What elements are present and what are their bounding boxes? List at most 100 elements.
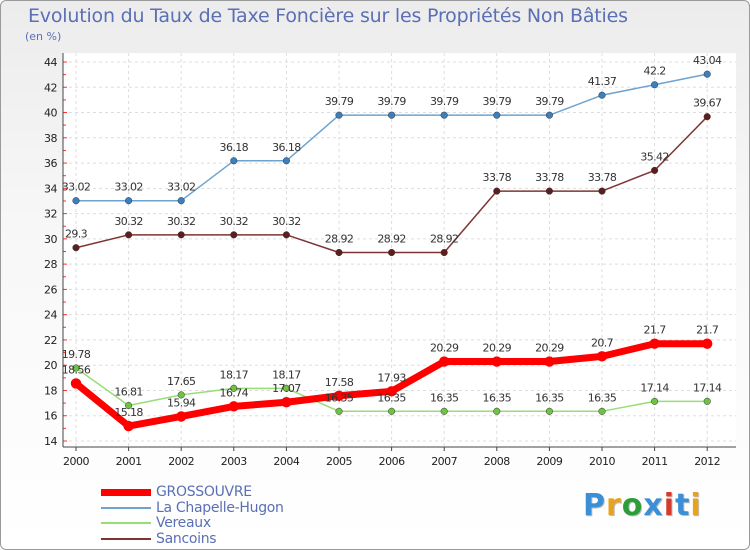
logo-letter: i [690, 488, 702, 523]
data-point [649, 338, 660, 349]
data-point [388, 111, 396, 119]
data-point [72, 197, 80, 205]
plot-area [63, 53, 736, 447]
data-point [491, 356, 502, 367]
y-tick-label: 16 [44, 410, 57, 423]
data-point [125, 401, 133, 410]
x-tick-label: 2008 [484, 455, 510, 468]
data-label: 43.04 [693, 54, 722, 67]
legend-swatch [101, 506, 151, 509]
data-point [335, 111, 343, 119]
data-point [598, 187, 606, 195]
data-label: 15.94 [167, 396, 196, 409]
data-label: 33.02 [114, 181, 143, 194]
legend-label: Sancoins [156, 530, 217, 547]
logo-letter: x [643, 488, 664, 523]
x-tick-label: 2000 [63, 455, 89, 468]
data-point [545, 407, 553, 415]
legend-label: La Chapelle-Hugon [156, 499, 284, 516]
data-point [440, 248, 448, 257]
data-label: 16.35 [483, 391, 512, 404]
legend-label: Vereaux [156, 515, 211, 531]
data-label: 39.79 [325, 95, 354, 108]
data-point [177, 391, 185, 399]
proxiti-logo: Proxiti [583, 488, 702, 523]
data-label: 39.79 [377, 95, 406, 108]
data-label: 42.2 [644, 65, 666, 78]
legend-swatch [101, 488, 151, 496]
data-point [282, 384, 290, 392]
data-point [545, 187, 553, 195]
data-label: 28.92 [325, 233, 354, 246]
x-tick-label: 2011 [642, 455, 668, 468]
data-label: 20.29 [430, 342, 459, 355]
x-tick-label: 2009 [536, 455, 562, 468]
data-point [72, 244, 80, 252]
data-point [493, 187, 501, 195]
y-tick-label: 30 [44, 233, 57, 246]
data-label: 17.14 [693, 381, 722, 394]
data-point [282, 157, 290, 165]
data-label: 15.18 [114, 406, 143, 419]
y-tick-label: 42 [44, 81, 57, 94]
data-label: 29.3 [65, 228, 88, 241]
data-point [230, 384, 238, 392]
data-point [703, 113, 711, 121]
y-tick-label: 38 [44, 132, 57, 145]
data-point [651, 397, 659, 405]
data-point [335, 407, 343, 415]
data-point [493, 407, 501, 415]
y-tick-label: 28 [44, 258, 57, 271]
x-tick-label: 2006 [379, 455, 405, 468]
data-label: 17.65 [167, 375, 196, 388]
data-point [702, 338, 713, 349]
y-tick-label: 40 [44, 107, 57, 120]
x-tick-label: 2004 [273, 455, 299, 468]
y-tick-label: 32 [44, 208, 57, 221]
data-label: 33.78 [535, 171, 564, 184]
data-label: 39.79 [483, 95, 512, 108]
data-point [651, 81, 659, 89]
data-label: 20.29 [535, 342, 564, 355]
data-label: 28.92 [430, 233, 459, 246]
data-point [598, 407, 606, 415]
logo-letter: i [663, 488, 676, 523]
data-label: 41.37 [588, 75, 617, 88]
data-label: 36.18 [272, 141, 301, 154]
data-point [125, 197, 133, 205]
legend-swatch [101, 522, 151, 524]
data-point [228, 401, 239, 412]
y-tick-label: 36 [44, 157, 57, 170]
legend-swatch [101, 537, 151, 540]
data-label: 17.07 [272, 382, 301, 395]
y-tick-label: 24 [44, 309, 57, 322]
data-label: 33.78 [483, 171, 512, 184]
data-point [493, 111, 501, 119]
y-tick-label: 44 [44, 56, 57, 69]
y-tick-label: 18 [44, 384, 57, 397]
chart-title: Evolution du Taux de Taxe Foncière sur l… [28, 5, 628, 27]
data-point [703, 70, 711, 78]
data-point [545, 111, 553, 119]
data-point [439, 356, 450, 367]
data-label: 20.7 [591, 336, 614, 349]
data-point [123, 420, 134, 432]
logo-letter: o [621, 488, 644, 523]
data-label: 39.79 [430, 95, 459, 108]
x-tick-label: 2012 [694, 455, 720, 468]
data-label: 17.58 [325, 376, 354, 389]
data-label: 16.74 [220, 386, 249, 399]
data-point [72, 364, 80, 372]
x-tick-label: 2005 [326, 455, 352, 468]
data-point [70, 378, 82, 389]
logo-letter: P [583, 488, 606, 523]
data-point [388, 248, 396, 257]
data-label: 16.35 [588, 391, 617, 404]
data-label: 30.32 [114, 215, 143, 228]
data-point [333, 390, 345, 401]
data-point [440, 407, 448, 415]
y-tick-label: 20 [44, 359, 57, 372]
data-label: 28.92 [377, 233, 406, 246]
data-label: 16.35 [377, 391, 406, 404]
